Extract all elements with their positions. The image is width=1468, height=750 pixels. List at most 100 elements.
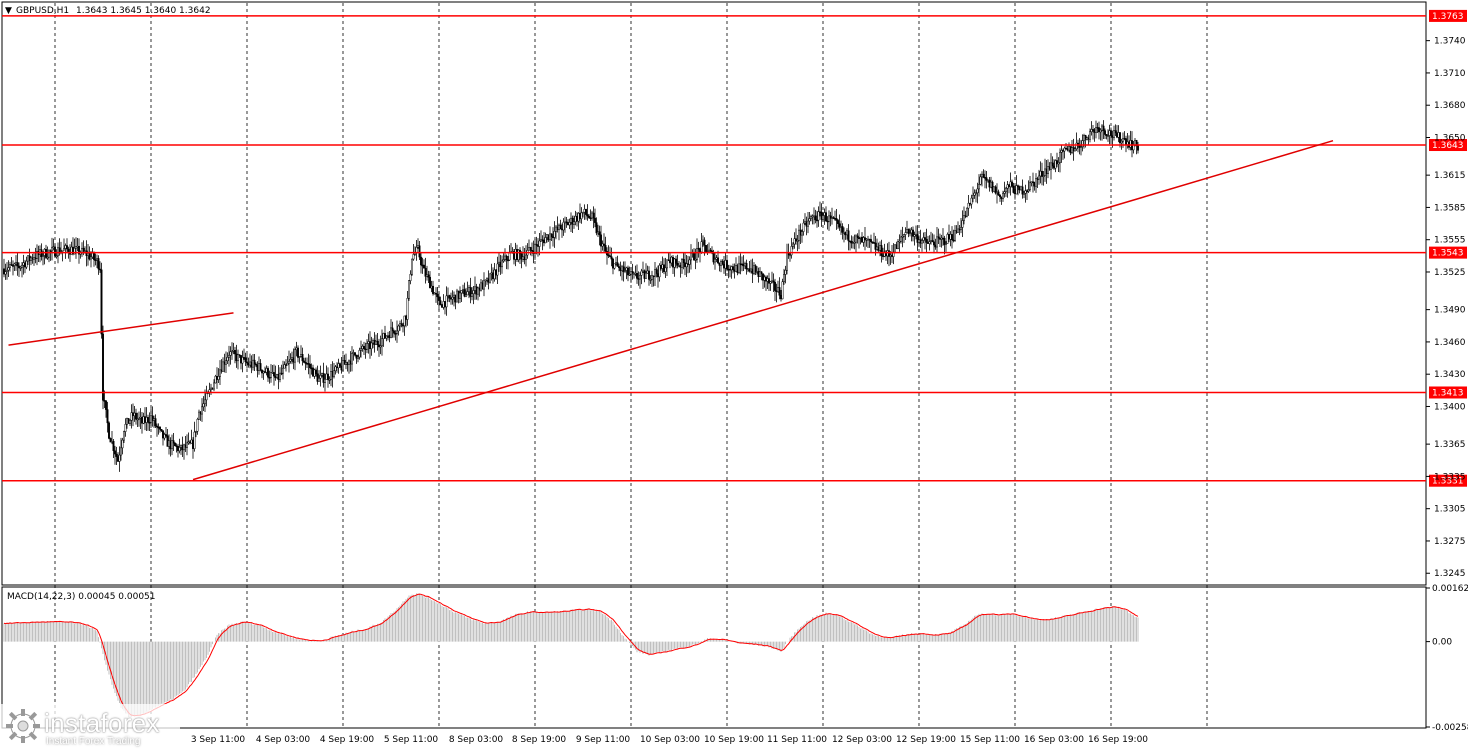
candle-body xyxy=(556,226,559,231)
candle-body xyxy=(880,245,883,256)
candle-body xyxy=(738,263,740,273)
candle-body xyxy=(316,373,319,382)
candle-body xyxy=(841,226,844,233)
candle-body xyxy=(546,234,548,238)
candle-body xyxy=(1120,141,1123,144)
candle-body xyxy=(1065,147,1067,150)
candle-body xyxy=(376,340,379,346)
candle-body xyxy=(778,287,781,296)
candle-body xyxy=(472,290,475,294)
candle-body xyxy=(561,228,563,231)
level-badge xyxy=(1429,474,1467,487)
candle-body xyxy=(717,257,719,264)
candle-body xyxy=(930,240,932,242)
candle-body xyxy=(942,237,944,240)
candle-body xyxy=(744,263,746,267)
time-tick-label: 8 Sep 19:00 xyxy=(512,735,567,745)
candle-body xyxy=(1011,181,1013,187)
candle-body xyxy=(867,238,869,241)
candle-body xyxy=(876,246,878,250)
candle-body xyxy=(400,323,403,326)
time-tick-label: 8 Sep 03:00 xyxy=(449,735,504,745)
candle-body xyxy=(736,265,739,273)
candle-body xyxy=(177,446,179,452)
candle-body xyxy=(9,264,11,268)
candle-body xyxy=(396,330,398,334)
candle-body xyxy=(265,368,268,373)
candle-body xyxy=(162,430,164,439)
candle-body xyxy=(1054,160,1057,169)
candle-body xyxy=(1051,162,1054,167)
candle-body xyxy=(435,292,437,295)
candle-body xyxy=(558,224,560,231)
candle-body xyxy=(327,373,329,380)
candle-body xyxy=(588,215,590,218)
candle-body xyxy=(343,360,346,365)
candle-body xyxy=(508,252,511,261)
candle-body xyxy=(274,375,277,378)
candle-body xyxy=(802,222,805,232)
candle-body xyxy=(603,243,605,246)
candle-body xyxy=(423,264,425,269)
price-tick-label: 1.3740 xyxy=(1434,37,1466,47)
candle-body xyxy=(643,270,646,279)
candle-body xyxy=(112,440,115,452)
candle-body xyxy=(583,209,586,213)
candle-body xyxy=(799,229,802,236)
candle-body xyxy=(840,226,842,228)
price-tick-label: 1.3680 xyxy=(1434,101,1466,111)
candle-body xyxy=(1021,186,1024,195)
candle-body xyxy=(10,264,13,266)
candle-body xyxy=(925,239,928,243)
candle-body xyxy=(385,335,388,339)
candle-body xyxy=(819,211,821,213)
symbol-arrow-icon[interactable]: ▼ xyxy=(5,6,12,16)
candle-body xyxy=(360,348,362,351)
candle-body xyxy=(1039,170,1042,177)
candle-body xyxy=(822,215,824,220)
candle-body xyxy=(958,228,961,231)
candle-body xyxy=(312,367,314,377)
candle-body xyxy=(73,247,76,255)
candle-body xyxy=(31,257,34,260)
candle-body xyxy=(517,249,520,261)
candle-body xyxy=(856,235,859,239)
candle-body xyxy=(211,387,214,390)
candle-body xyxy=(280,372,283,375)
candle-body xyxy=(777,287,779,292)
candles xyxy=(3,120,1139,472)
candle-body xyxy=(847,230,850,242)
macd-tick-label: 0.00 xyxy=(1432,638,1452,648)
candle-body xyxy=(130,412,133,421)
candle-body xyxy=(682,259,685,263)
candle-body xyxy=(648,270,650,280)
candle-body xyxy=(1135,139,1138,147)
candle-body xyxy=(702,239,704,242)
candle-body xyxy=(277,374,280,380)
candle-body xyxy=(522,256,524,260)
candle-body xyxy=(282,367,284,374)
candle-body xyxy=(735,265,737,272)
candle-body xyxy=(535,244,538,246)
candle-body xyxy=(1114,130,1117,134)
candle-body xyxy=(657,273,659,278)
candle-body xyxy=(1084,135,1087,140)
candle-body xyxy=(616,262,619,267)
candle-body xyxy=(850,240,853,244)
candle-body xyxy=(459,292,461,299)
candle-body xyxy=(250,361,253,368)
candle-body xyxy=(567,222,569,226)
candle-body xyxy=(871,241,874,244)
candle-body xyxy=(13,263,16,266)
candle-body xyxy=(52,246,55,249)
candle-body xyxy=(1093,129,1096,133)
candle-body xyxy=(249,361,251,366)
candle-body xyxy=(873,242,875,244)
candle-body xyxy=(861,236,863,243)
candle-body xyxy=(229,351,232,356)
candle-body xyxy=(34,257,37,259)
candle-body xyxy=(123,431,125,441)
candle-body xyxy=(1024,190,1027,194)
candle-body xyxy=(730,266,733,270)
candle-body xyxy=(304,362,307,364)
